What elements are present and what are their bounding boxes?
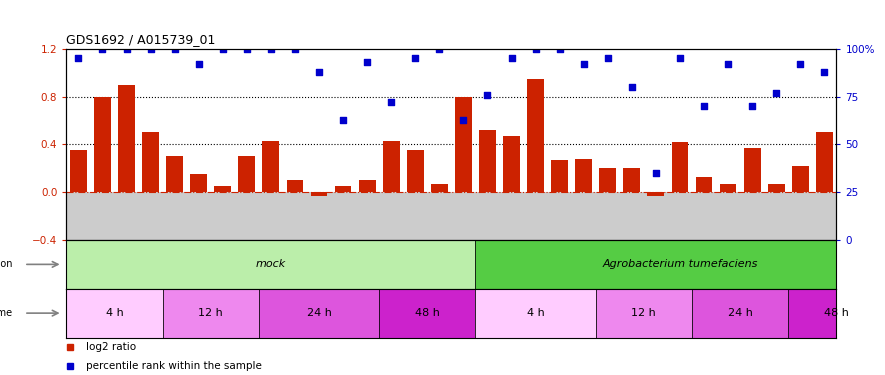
- Point: [240, 46, 254, 52]
- Text: percentile rank within the sample: percentile rank within the sample: [86, 361, 261, 370]
- Point: [721, 61, 735, 67]
- Text: 24 h: 24 h: [727, 308, 752, 318]
- Point: [673, 56, 687, 62]
- Bar: [596, 289, 692, 338]
- Point: [504, 56, 519, 62]
- Bar: [66, 289, 163, 338]
- Bar: [66, 240, 475, 289]
- Point: [601, 56, 615, 62]
- Text: 48 h: 48 h: [824, 308, 849, 318]
- Point: [192, 61, 206, 67]
- Text: 12 h: 12 h: [198, 308, 223, 318]
- Point: [552, 46, 566, 52]
- Point: [649, 170, 663, 176]
- Point: [384, 99, 398, 105]
- Bar: [258, 289, 379, 338]
- Point: [288, 46, 302, 52]
- Bar: [66, 192, 836, 240]
- Text: 48 h: 48 h: [415, 308, 440, 318]
- Bar: [142, 132, 159, 192]
- Point: [625, 84, 639, 90]
- Point: [457, 117, 471, 123]
- Point: [264, 46, 278, 52]
- Bar: [214, 186, 231, 192]
- Text: 24 h: 24 h: [306, 308, 332, 318]
- Bar: [431, 184, 448, 192]
- Bar: [816, 132, 833, 192]
- Bar: [238, 156, 255, 192]
- Point: [696, 103, 711, 109]
- Bar: [455, 97, 472, 192]
- Bar: [311, 192, 327, 196]
- Bar: [118, 85, 135, 192]
- Point: [408, 56, 422, 62]
- Point: [312, 69, 326, 75]
- Bar: [407, 150, 424, 192]
- Bar: [166, 156, 183, 192]
- Bar: [696, 177, 712, 192]
- Text: mock: mock: [256, 260, 286, 269]
- Bar: [475, 289, 596, 338]
- Point: [769, 90, 783, 96]
- Point: [793, 61, 807, 67]
- Bar: [743, 148, 760, 192]
- Point: [119, 46, 134, 52]
- Point: [481, 92, 495, 98]
- Bar: [190, 174, 207, 192]
- Bar: [503, 136, 519, 192]
- Point: [167, 46, 181, 52]
- Bar: [379, 289, 475, 338]
- Bar: [163, 289, 258, 338]
- Bar: [623, 168, 640, 192]
- Bar: [551, 160, 568, 192]
- Bar: [599, 168, 616, 192]
- Bar: [575, 159, 592, 192]
- Bar: [335, 186, 351, 192]
- Bar: [263, 141, 280, 192]
- Bar: [768, 184, 785, 192]
- Bar: [287, 180, 304, 192]
- Bar: [792, 166, 809, 192]
- Point: [432, 46, 446, 52]
- Text: 4 h: 4 h: [527, 308, 544, 318]
- Text: time: time: [0, 308, 12, 318]
- Bar: [527, 79, 544, 192]
- Bar: [789, 289, 884, 338]
- Text: GDS1692 / A015739_01: GDS1692 / A015739_01: [66, 33, 216, 46]
- Point: [817, 69, 831, 75]
- Point: [216, 46, 230, 52]
- Point: [360, 59, 374, 65]
- Point: [72, 56, 86, 62]
- Point: [528, 46, 543, 52]
- Point: [96, 46, 110, 52]
- Point: [745, 103, 759, 109]
- Text: infection: infection: [0, 260, 12, 269]
- Text: 12 h: 12 h: [632, 308, 656, 318]
- Point: [336, 117, 350, 123]
- Bar: [94, 97, 111, 192]
- Bar: [692, 289, 789, 338]
- Text: Agrobacterium tumefaciens: Agrobacterium tumefaciens: [602, 260, 758, 269]
- Bar: [358, 180, 375, 192]
- Text: log2 ratio: log2 ratio: [86, 342, 135, 352]
- Point: [577, 61, 591, 67]
- Bar: [479, 130, 496, 192]
- Bar: [70, 150, 87, 192]
- Bar: [720, 184, 736, 192]
- Bar: [475, 240, 884, 289]
- Text: 4 h: 4 h: [105, 308, 123, 318]
- Point: [143, 46, 158, 52]
- Bar: [383, 141, 400, 192]
- Bar: [648, 192, 665, 196]
- Bar: [672, 142, 689, 192]
